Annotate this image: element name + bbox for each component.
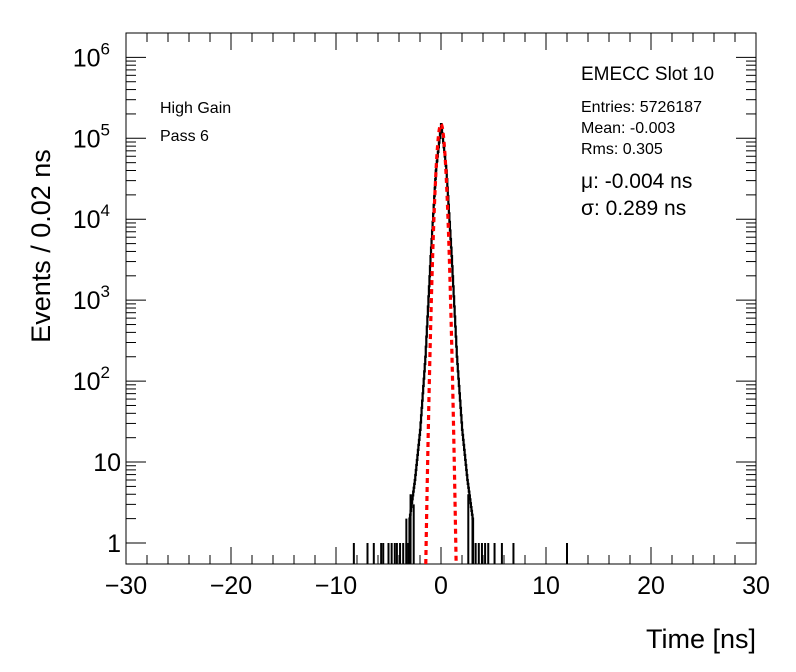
y-tick-label: 105 [73,120,110,153]
fit-sigma-label: σ: 0.289 ns [581,197,686,220]
data-layer [352,122,568,565]
x-tick-label: −10 [315,572,357,600]
y-tick-label: 10 [93,449,121,477]
y-tick-label: 104 [73,201,110,234]
y-tick-label: 103 [73,282,110,315]
x-axis-label: Time [ns] [646,624,756,654]
y-axis-label: Events / 0.02 ns [26,149,56,343]
histogram-core [408,122,475,564]
mean-stat: Mean: -0.003 [581,120,675,137]
axis-labels: Time [ns] Events / 0.02 ns −30 −20 −10 0 10 2… [26,39,770,654]
entries-stat: Entries: 5726187 [581,99,702,116]
y-tick-label: 106 [73,39,110,72]
y-tick-label: 1 [107,530,121,558]
x-tick-label: −30 [105,572,147,600]
x-tick-label: 20 [637,572,665,600]
gain-label: High Gain [160,100,231,117]
gaussian-fit-curve [424,122,458,565]
x-tick-label: −20 [210,572,252,600]
fit-mu-label: μ: -0.004 ns [581,170,692,193]
x-tick-label: 30 [742,572,770,600]
slot-label: EMECC Slot 10 [581,64,714,85]
pass-label: Pass 6 [160,128,209,145]
x-tick-label: 10 [532,572,560,600]
x-tick-label: 0 [434,572,448,600]
rms-stat: Rms: 0.305 [581,141,663,158]
axis-ticks [125,32,757,564]
annotations: High Gain Pass 6 EMECC Slot 10 Entries: … [160,64,714,220]
y-tick-label: 102 [73,363,110,396]
